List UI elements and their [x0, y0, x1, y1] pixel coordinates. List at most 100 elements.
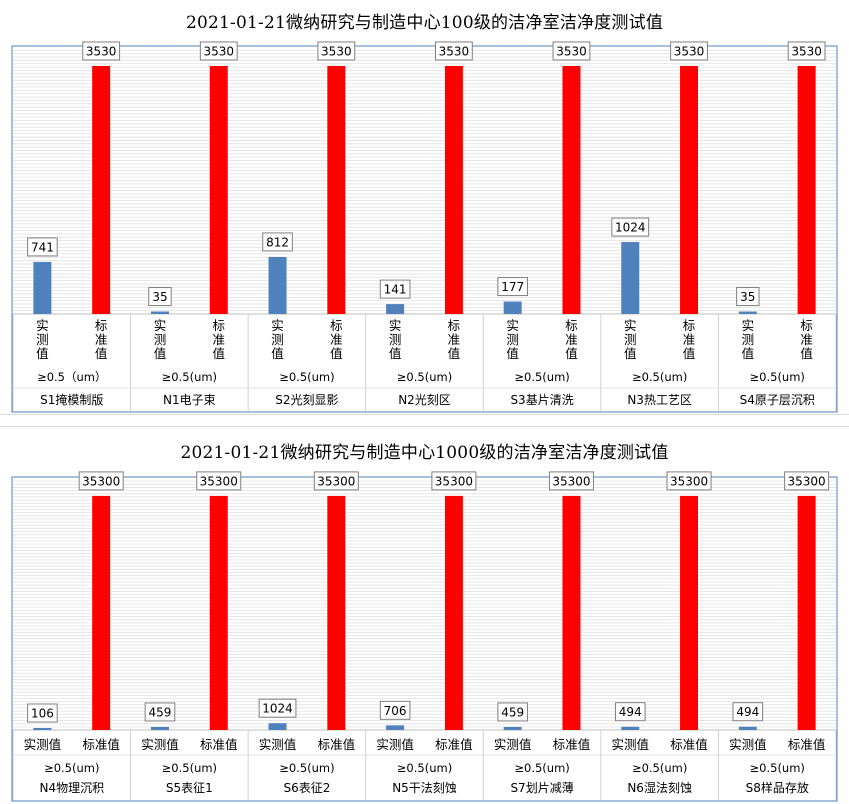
standard-bar	[444, 495, 463, 730]
standard-bar	[680, 495, 699, 730]
data-label-box	[434, 41, 473, 61]
series-axis-label: 标准值	[200, 737, 238, 752]
data-label-box	[82, 41, 121, 61]
particle-size-label: ≥0.5(um)	[750, 370, 805, 384]
data-label: 3530	[556, 44, 587, 58]
data-label: 1024	[615, 221, 646, 235]
data-label: 35300	[788, 474, 826, 488]
data-label: 3530	[674, 44, 705, 58]
data-label-box	[736, 287, 760, 307]
chart-title: 2021-01-21微纳研究与制造中心100级的洁净室洁净度测试值	[185, 13, 664, 33]
category-label: N3热工艺区	[627, 393, 692, 407]
category-label: N6湿法刻蚀	[627, 780, 692, 795]
standard-bar	[209, 495, 228, 730]
data-label-box	[148, 287, 172, 307]
data-label: 106	[31, 707, 54, 721]
data-label-box	[196, 471, 242, 491]
particle-size-label: ≥0.5(um)	[514, 761, 569, 775]
standard-bar	[562, 65, 581, 314]
standard-bar	[444, 65, 463, 314]
data-label: 741	[31, 240, 54, 254]
series-axis-label: 实测值	[376, 737, 414, 752]
data-label-box	[670, 41, 708, 61]
series-axis-label: 标准值	[212, 318, 225, 361]
category-label: N4物理沉积	[39, 781, 104, 795]
category-label: N5干法刻蚀	[392, 781, 457, 795]
data-label: 3530	[86, 44, 117, 58]
standard-bar	[209, 65, 228, 314]
measured-bar	[150, 311, 169, 314]
particle-size-label: ≥0.5(um)	[279, 761, 334, 775]
data-label-box	[611, 217, 650, 237]
data-label-box	[262, 232, 293, 252]
series-axis-label: 标准值	[330, 318, 343, 361]
data-label: 141	[384, 283, 407, 297]
standard-bar	[562, 495, 581, 730]
standard-bar	[327, 65, 346, 314]
series-axis-label: 实测值	[742, 318, 755, 361]
sheet-gridline	[0, 426, 849, 427]
standard-bar	[327, 495, 346, 730]
data-label: 3530	[791, 44, 822, 58]
particle-size-label: ≥0.5(um)	[632, 370, 687, 384]
standard-bar	[797, 495, 816, 730]
series-axis-label: 标准值	[448, 318, 461, 361]
measured-bar	[33, 728, 52, 730]
data-label-box	[497, 702, 528, 722]
standard-bar	[797, 65, 816, 314]
data-label-box	[313, 471, 359, 491]
data-label: 706	[384, 704, 407, 718]
data-label-box	[317, 41, 356, 61]
series-axis-label: 标准值	[565, 318, 578, 361]
series-axis-label: 标准值	[95, 318, 108, 361]
data-label-box	[614, 702, 646, 722]
data-label-box	[27, 237, 58, 257]
particle-size-label: ≥0.5(um)	[397, 761, 452, 775]
data-label: 3530	[439, 44, 470, 58]
category-label: S4原子层沉积	[740, 393, 815, 407]
particle-size-label: ≥0.5(um)	[632, 761, 687, 775]
category-label: N1电子束	[163, 393, 216, 407]
data-label-box	[431, 471, 477, 491]
data-label-box	[548, 471, 594, 491]
series-axis-label: 实测值	[389, 318, 402, 361]
category-label: S6表征2	[283, 781, 330, 795]
data-label-box	[732, 702, 764, 722]
series-axis-label: 实测值	[611, 737, 649, 752]
data-label: 35300	[552, 474, 590, 488]
data-label-box	[379, 279, 411, 299]
data-label-box	[666, 471, 712, 491]
data-label-box	[552, 41, 591, 61]
data-label: 812	[266, 235, 289, 249]
chart-title: 2021-01-21微纳研究与制造中心1000级的洁净室洁净度测试值	[180, 443, 669, 463]
measured-bar	[386, 725, 405, 730]
particle-size-label: ≥0.5(um)	[750, 761, 805, 775]
series-axis-label: 标准值	[318, 737, 356, 752]
data-label: 35	[152, 290, 167, 304]
data-label: 494	[619, 705, 642, 719]
series-axis-label: 实测值	[494, 737, 532, 752]
measured-bar	[738, 726, 757, 730]
chart-1000-class-svg: 106 实测值 35300 标准值 ≥0.5(um) N4物理沉积 459 实测值 35300 标…	[11, 471, 838, 802]
particle-size-label: ≥0.5（um）	[37, 370, 106, 384]
data-label: 35300	[200, 474, 238, 488]
series-axis-label: 标准值	[82, 737, 120, 752]
data-label: 35300	[317, 474, 355, 488]
series-axis-label: 实测值	[729, 737, 767, 752]
measured-bar	[33, 261, 52, 314]
measured-bar	[621, 726, 640, 730]
data-label: 3530	[321, 44, 352, 58]
measured-bar	[268, 256, 287, 314]
data-label: 177	[501, 280, 524, 294]
standard-bar	[92, 495, 111, 730]
particle-size-label: ≥0.5(um)	[514, 370, 569, 384]
data-label: 35300	[435, 474, 473, 488]
chart-border	[11, 45, 838, 413]
data-label-box	[379, 700, 411, 720]
measured-bar	[621, 242, 640, 314]
chart-100-class: 2021-01-21微纳研究与制造中心100级的洁净室洁净度测试值 741 实测值…	[11, 13, 838, 413]
category-label: S5表征1	[166, 781, 213, 795]
series-axis-label: 实测值	[24, 737, 62, 752]
data-label-box	[497, 277, 528, 297]
measured-bar	[503, 301, 522, 314]
